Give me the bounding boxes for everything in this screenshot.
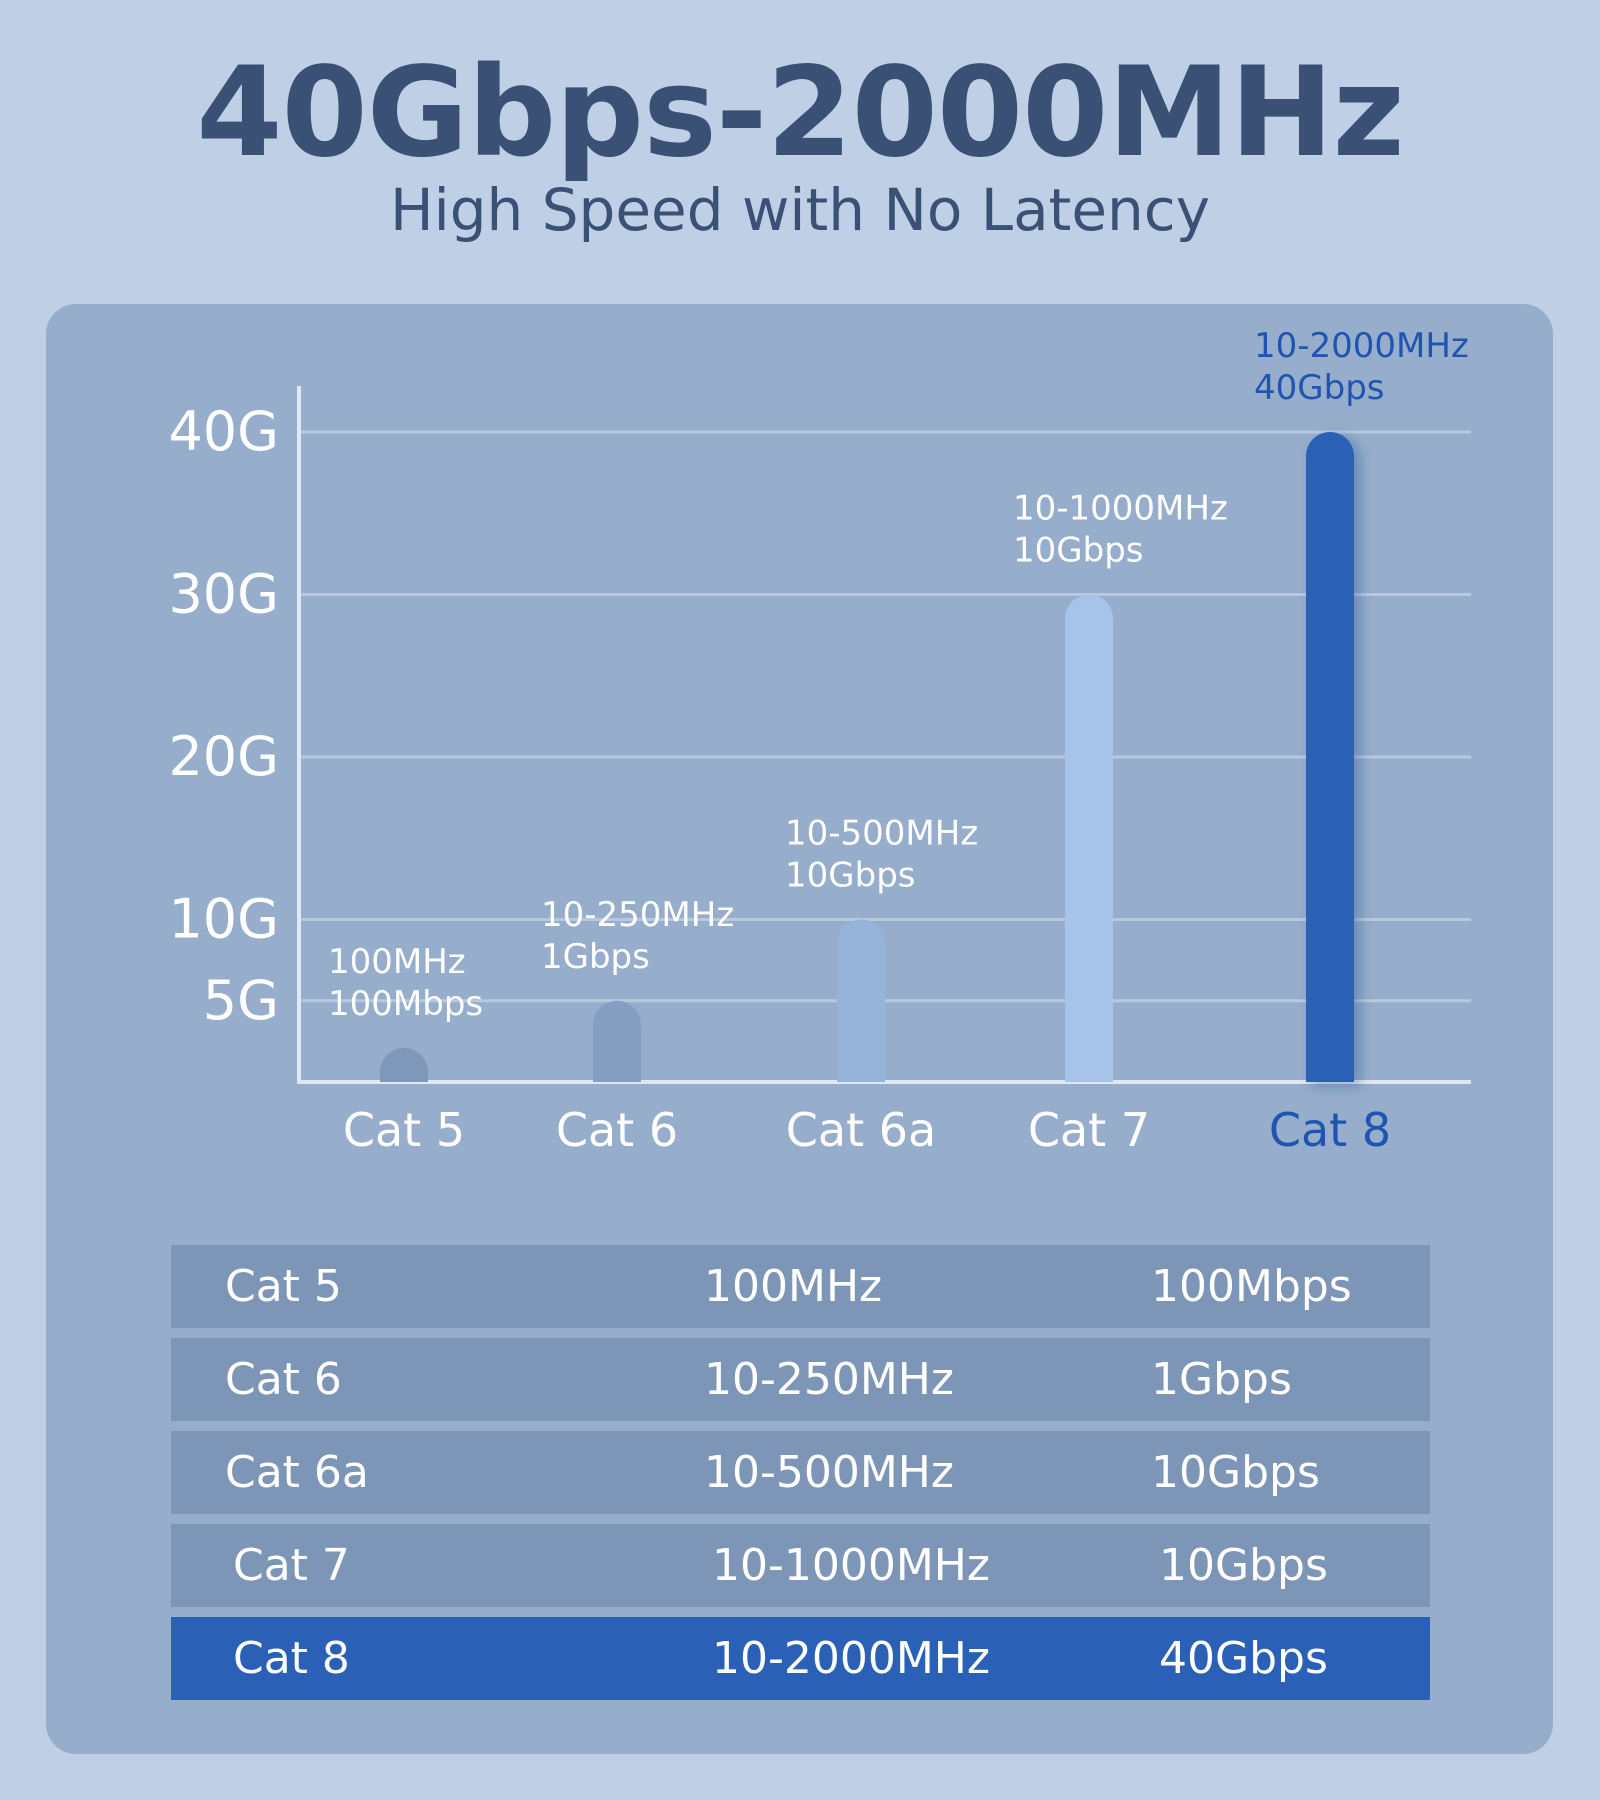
y-tick-label: 10G — [168, 888, 279, 951]
bar-data-label: 10-500MHz — [785, 814, 978, 854]
table-row-highlighted: Cat 8 10-2000MHz 40Gbps — [171, 1617, 1430, 1700]
table-row: Cat 6 10-250MHz 1Gbps — [171, 1338, 1430, 1421]
x-tick-label: Cat 7 — [1028, 1103, 1150, 1157]
y-tick-label: 40G — [168, 400, 279, 463]
row-category: Cat 5 — [225, 1261, 342, 1312]
row-speed: 40Gbps — [1159, 1633, 1328, 1684]
x-tick-label: Cat 6 — [556, 1103, 678, 1157]
row-category: Cat 6 — [225, 1354, 342, 1405]
row-speed: 10Gbps — [1151, 1447, 1320, 1498]
bar-data-label: 10-2000MHz — [1254, 326, 1469, 366]
bar-cat-7 — [1065, 594, 1113, 1082]
row-frequency: 10-2000MHz — [712, 1633, 990, 1684]
row-speed: 1Gbps — [1151, 1354, 1292, 1405]
x-tick-label: Cat 5 — [343, 1103, 465, 1157]
bar-cat-6 — [593, 1000, 641, 1082]
y-tick-label: 30G — [168, 563, 279, 626]
table-row: Cat 5 100MHz 100Mbps — [171, 1245, 1430, 1328]
row-frequency: 10-250MHz — [704, 1354, 954, 1405]
page-subtitle: High Speed with No Latency — [389, 176, 1211, 244]
bar-data-label: 40Gbps — [1254, 368, 1385, 408]
bar-data-label: 10Gbps — [1013, 531, 1144, 571]
row-category: Cat 7 — [233, 1540, 350, 1591]
y-tick-label: 20G — [168, 725, 279, 788]
y-tick-label: 5G — [203, 969, 279, 1032]
bar-data-label: 1Gbps — [541, 937, 650, 977]
chart-panel: 5G 10G 20G 30G 40G 100MHz 100Mbps Cat 5 10-250MH… — [46, 304, 1553, 1754]
x-tick-label: Cat 6a — [786, 1103, 936, 1157]
bar-cat-6a — [837, 919, 886, 1082]
table-row: Cat 7 10-1000MHz 10Gbps — [171, 1524, 1430, 1607]
row-frequency: 100MHz — [704, 1261, 883, 1312]
row-speed: 10Gbps — [1159, 1540, 1328, 1591]
bar-cat-8 — [1306, 432, 1354, 1082]
bar-data-label: 100Mbps — [328, 984, 483, 1024]
x-tick-label: Cat 8 — [1269, 1103, 1391, 1157]
row-frequency: 10-500MHz — [704, 1447, 954, 1498]
table-row: Cat 6a 10-500MHz 10Gbps — [171, 1431, 1430, 1514]
page-title: 40Gbps-2000MHz — [196, 41, 1405, 185]
bar-data-label: 10-250MHz — [541, 895, 734, 935]
row-category: Cat 6a — [225, 1447, 369, 1498]
bar-cat-5 — [380, 1048, 428, 1082]
bar-data-label: 10Gbps — [785, 856, 916, 896]
row-speed: 100Mbps — [1151, 1261, 1352, 1312]
row-frequency: 10-1000MHz — [712, 1540, 990, 1591]
bar-data-label: 100MHz — [328, 942, 466, 982]
row-category: Cat 8 — [233, 1633, 350, 1684]
bar-data-label: 10-1000MHz — [1013, 489, 1228, 529]
